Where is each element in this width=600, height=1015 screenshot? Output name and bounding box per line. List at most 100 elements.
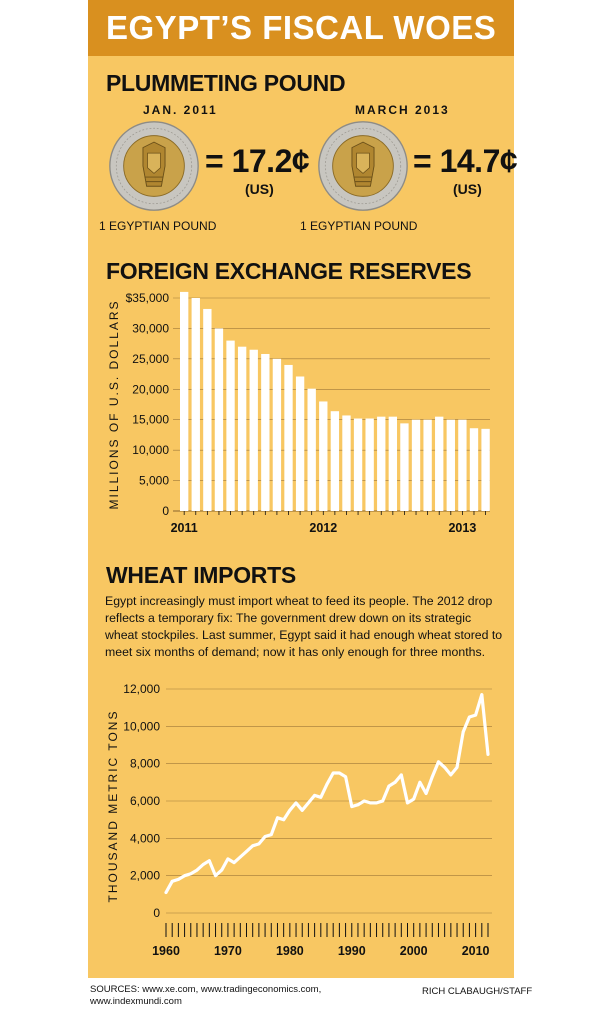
reserves-bar <box>261 353 270 511</box>
reserves-bar <box>411 419 421 511</box>
wheat-x-tick-label: 2010 <box>462 944 490 958</box>
reserves-bar <box>388 416 398 511</box>
wheat-y-tick-label: 2,000 <box>130 869 160 883</box>
reserves-y-tick-label: 20,000 <box>132 382 169 396</box>
wheat-data-point <box>387 784 391 788</box>
wheat-y-tick-label: 6,000 <box>130 794 160 808</box>
reserves-section-heading: FOREIGN EXCHANGE RESERVES <box>106 258 472 284</box>
wheat-data-point <box>325 782 329 786</box>
coin-value-2011: = 17.2¢ <box>205 143 310 179</box>
wheat-data-point <box>257 842 261 846</box>
wheat-data-point <box>331 771 335 775</box>
coin-caption-2013: 1 EGYPTIAN POUND <box>300 219 418 233</box>
wheat-x-tick-label: 1960 <box>152 944 180 958</box>
wheat-y-tick-label: 0 <box>153 906 160 920</box>
wheat-data-point <box>263 835 267 838</box>
wheat-data-point <box>238 855 242 859</box>
wheat-data-point <box>399 773 403 777</box>
wheat-data-point <box>170 879 174 883</box>
wheat-data-point <box>449 773 453 777</box>
wheat-data-point <box>294 801 298 805</box>
wheat-data-point <box>300 808 304 812</box>
wheat-data-point <box>207 859 211 863</box>
wheat-data-point <box>356 803 360 807</box>
wheat-data-point <box>393 780 397 784</box>
reserves-bar <box>342 415 351 511</box>
reserves-y-tick-label: 5,000 <box>139 474 169 488</box>
wheat-data-point <box>437 760 440 764</box>
wheat-data-point <box>443 766 447 769</box>
wheat-data-point <box>195 868 199 872</box>
coin-image-2013 <box>318 121 408 211</box>
reserves-y-tick-label: 25,000 <box>132 352 169 366</box>
reserves-y-tick-label: 15,000 <box>132 413 169 427</box>
wheat-data-point <box>164 891 168 894</box>
coin-caption-2011: 1 EGYPTIAN POUND <box>99 219 217 233</box>
wheat-y-tick-label: 10,000 <box>123 719 160 733</box>
wheat-data-point <box>189 872 193 876</box>
reserves-x-tick-label: 2013 <box>448 521 476 535</box>
reserves-y-tick-label: 10,000 <box>132 443 169 457</box>
reserves-bar <box>284 364 293 511</box>
wheat-data-point <box>251 844 255 848</box>
wheat-y-tick-label: 8,000 <box>130 757 160 771</box>
reserves-bar <box>307 388 316 511</box>
coin-date-2011: JAN. 2011 <box>143 103 218 117</box>
reserves-bar <box>203 308 212 511</box>
page-title: EGYPT’S FISCAL WOES <box>106 9 497 46</box>
wheat-data-point <box>214 874 217 878</box>
wheat-data-point <box>307 801 310 805</box>
wheat-data-point <box>276 816 279 820</box>
wheat-data-point <box>313 794 317 797</box>
wheat-data-point <box>288 808 292 812</box>
reserves-bar <box>423 419 432 511</box>
coin-image-2011 <box>109 121 199 211</box>
wheat-data-point <box>183 874 186 878</box>
reserves-bar <box>365 418 374 511</box>
wheat-data-point <box>424 792 428 795</box>
wheat-data-point <box>319 795 323 799</box>
wheat-line-chart: 0 2,000 4,000 6,000 8,000 10,000 12,000 1960 197… <box>106 682 492 958</box>
wheat-data-point <box>269 833 273 836</box>
wheat-data-point <box>226 857 230 861</box>
wheat-data-point <box>461 730 465 734</box>
wheat-data-point <box>430 775 434 779</box>
title-bar <box>88 0 514 56</box>
wheat-data-point <box>375 801 378 805</box>
sources-note: SOURCES: www.xe.com, www.tradingeconomic… <box>90 984 322 1007</box>
wheat-data-point <box>412 797 416 801</box>
reserves-bar <box>226 340 235 511</box>
reserves-bar <box>180 291 189 511</box>
wheat-data-point <box>418 780 422 784</box>
wheat-data-point <box>406 801 409 805</box>
wheat-data-point <box>486 752 490 756</box>
reserves-bar <box>319 401 328 511</box>
reserves-bar <box>249 349 258 511</box>
wheat-data-point <box>350 805 354 808</box>
reserves-x-tick-label: 2011 <box>171 521 198 535</box>
wheat-data-point <box>480 693 484 696</box>
coin-date-2013: MARCH 2013 <box>355 103 450 117</box>
wheat-data-point <box>245 850 248 853</box>
wheat-description: Egypt increasingly must import wheat to … <box>105 594 503 659</box>
reserves-y-tick-label: 0 <box>162 504 169 518</box>
reserves-bar <box>353 418 363 511</box>
wheat-data-point <box>220 868 224 872</box>
reserves-bar <box>272 358 282 511</box>
wheat-data-point <box>232 861 236 864</box>
reserves-bar <box>446 419 455 511</box>
reserves-y-tick-label: 30,000 <box>132 321 169 335</box>
wheat-data-point <box>201 863 205 866</box>
reserves-bar <box>191 298 200 511</box>
reserves-bar <box>295 376 305 511</box>
reserves-bar-chart: 0 5,000 10,000 15,000 20,000 25,000 30,000 $35,… <box>107 291 490 535</box>
wheat-series-line <box>164 692 490 895</box>
coin-unit-2013: (US) <box>453 181 482 197</box>
reserves-bar <box>330 411 340 511</box>
reserves-bar <box>214 328 224 511</box>
wheat-y-tick-label: 12,000 <box>123 682 160 696</box>
reserves-bar <box>458 419 467 511</box>
reserves-bar <box>377 416 386 511</box>
coin-value-2013: = 14.7¢ <box>413 143 518 179</box>
wheat-x-tick-label: 1980 <box>276 944 304 958</box>
